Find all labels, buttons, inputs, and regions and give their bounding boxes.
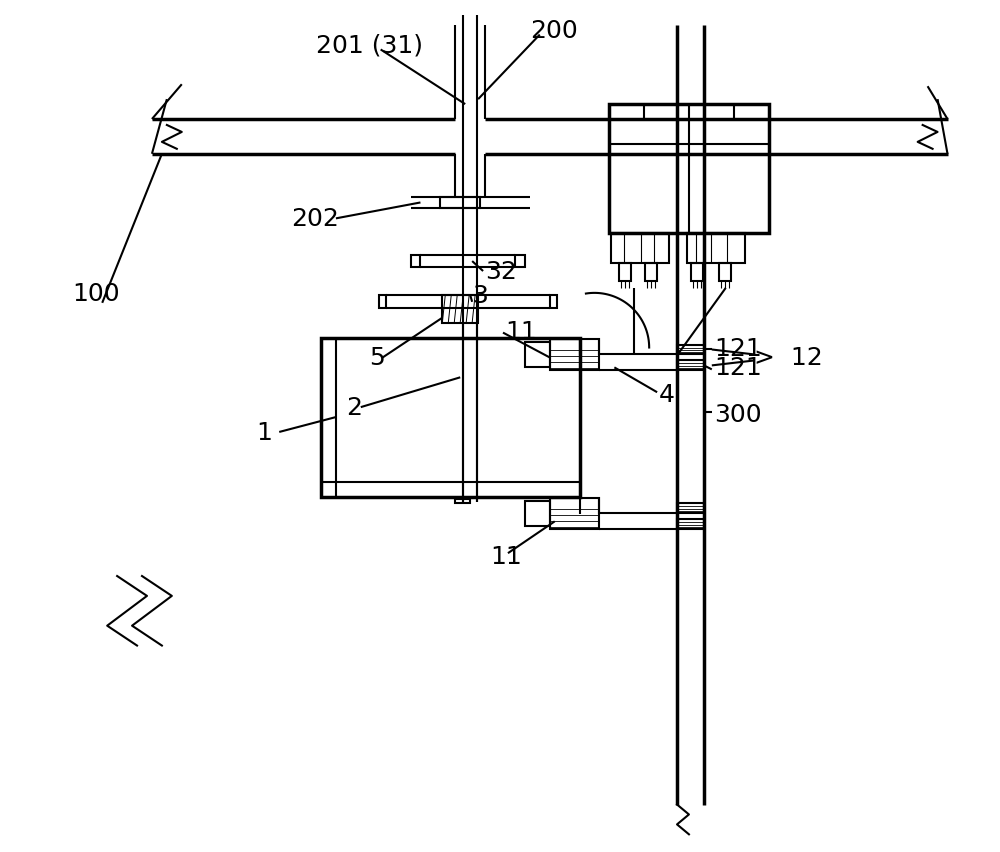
Text: 32: 32 bbox=[485, 260, 517, 284]
Bar bbox=[677, 520, 704, 530]
Bar bbox=[691, 264, 703, 282]
Text: 121: 121 bbox=[714, 337, 762, 360]
Text: 11: 11 bbox=[505, 320, 537, 343]
Bar bbox=[550, 498, 599, 530]
Text: 2: 2 bbox=[346, 395, 362, 420]
Bar bbox=[619, 264, 631, 282]
Bar bbox=[550, 339, 599, 371]
Bar bbox=[411, 256, 420, 268]
Text: 1: 1 bbox=[256, 421, 272, 445]
Bar bbox=[719, 264, 731, 282]
Text: 11: 11 bbox=[490, 544, 522, 568]
Text: 201 (31): 201 (31) bbox=[316, 33, 423, 57]
Text: 300: 300 bbox=[714, 403, 761, 427]
Bar bbox=[525, 501, 550, 527]
Bar bbox=[687, 234, 745, 264]
Text: 202: 202 bbox=[291, 207, 339, 231]
Bar bbox=[321, 338, 580, 497]
Bar bbox=[440, 198, 480, 210]
Text: 3: 3 bbox=[472, 284, 488, 308]
Bar bbox=[677, 345, 704, 355]
Text: 4: 4 bbox=[659, 383, 675, 406]
Text: 200: 200 bbox=[530, 19, 578, 43]
Bar bbox=[609, 105, 769, 234]
Bar bbox=[677, 361, 704, 371]
Bar bbox=[442, 296, 478, 323]
Text: 121: 121 bbox=[714, 356, 762, 380]
Text: 100: 100 bbox=[72, 281, 120, 306]
Bar bbox=[525, 343, 550, 368]
Bar bbox=[677, 504, 704, 514]
Bar bbox=[550, 296, 557, 308]
Bar bbox=[515, 256, 525, 268]
Text: 5: 5 bbox=[369, 346, 384, 370]
Bar bbox=[645, 264, 657, 282]
Text: >  12: > 12 bbox=[754, 346, 822, 370]
Bar bbox=[611, 234, 669, 264]
Bar bbox=[455, 499, 470, 504]
Bar bbox=[379, 296, 386, 308]
